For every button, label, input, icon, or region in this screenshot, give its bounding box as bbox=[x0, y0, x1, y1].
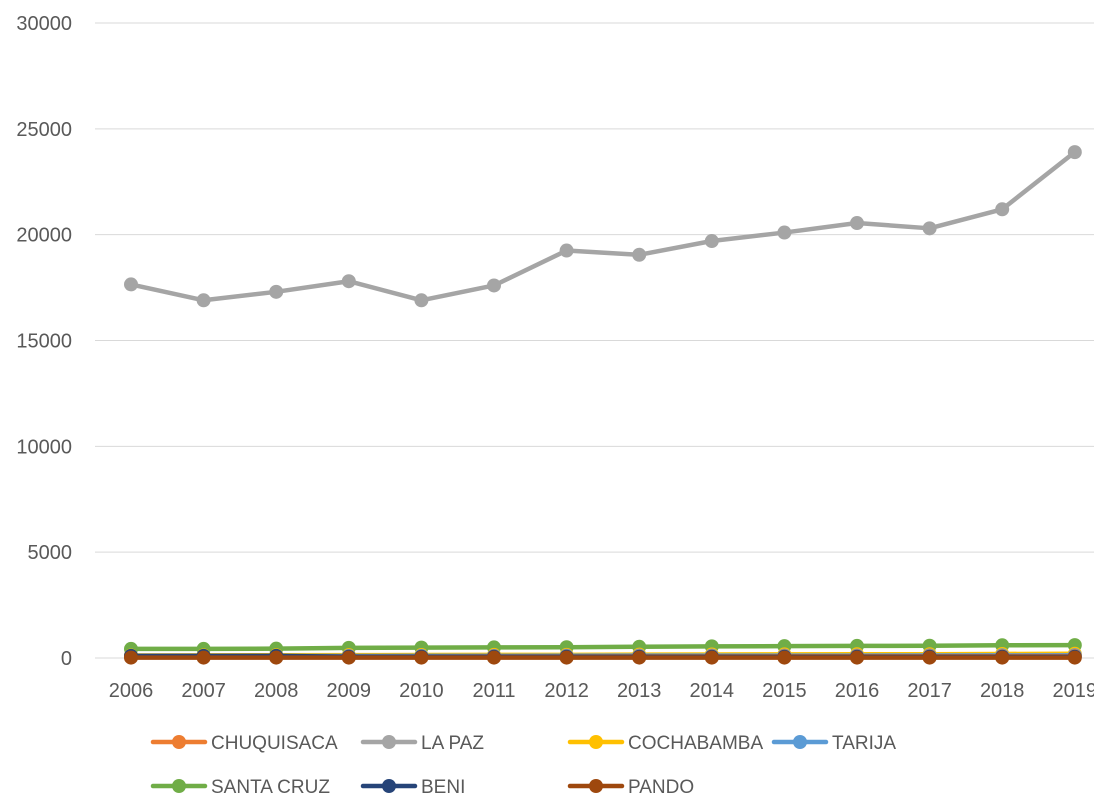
x-axis-tick-labels: 2006 2007 2008 2009 2010 2011 2012 2013 2014 2015… bbox=[109, 680, 1094, 702]
data-point bbox=[632, 650, 647, 665]
data-point bbox=[850, 216, 864, 231]
x-tick-label: 2009 bbox=[327, 680, 372, 702]
legend-marker-swatch bbox=[172, 779, 186, 793]
y-tick-label: 20000 bbox=[16, 225, 72, 247]
y-tick-label: 15000 bbox=[16, 331, 72, 353]
legend-item-chuquisaca: CHUQUISACA bbox=[150, 733, 338, 754]
data-point bbox=[487, 278, 501, 293]
data-point bbox=[269, 284, 284, 299]
legend-marker-swatch bbox=[589, 735, 603, 749]
y-tick-label: 0 bbox=[61, 648, 72, 670]
data-point bbox=[269, 650, 284, 665]
data-point bbox=[922, 221, 937, 236]
data-point bbox=[124, 277, 138, 292]
data-point bbox=[995, 650, 1010, 665]
series-pando bbox=[124, 650, 1082, 665]
series-la-paz bbox=[124, 145, 1082, 308]
x-tick-label: 2019 bbox=[1053, 680, 1094, 702]
legend: CHUQUISACA LA PAZ COCHABAMBA TARIJA SANTA CR… bbox=[150, 733, 896, 798]
x-tick-label: 2017 bbox=[907, 680, 952, 702]
data-point bbox=[922, 650, 937, 665]
data-point bbox=[341, 650, 356, 665]
x-tick-label: 2010 bbox=[399, 680, 444, 702]
legend-marker-swatch bbox=[382, 779, 396, 793]
legend-label: LA PAZ bbox=[421, 733, 484, 754]
legend-item-la-paz: LA PAZ bbox=[360, 733, 484, 754]
data-point bbox=[559, 650, 574, 665]
data-point bbox=[995, 202, 1010, 217]
data-point bbox=[414, 650, 429, 665]
data-point bbox=[559, 243, 574, 258]
x-tick-label: 2008 bbox=[254, 680, 299, 702]
legend-marker-swatch bbox=[382, 735, 396, 749]
legend-label: TARIJA bbox=[832, 733, 896, 754]
x-tick-label: 2015 bbox=[762, 680, 807, 702]
data-point bbox=[487, 650, 501, 665]
legend-label: COCHABAMBA bbox=[628, 733, 763, 754]
x-tick-label: 2011 bbox=[472, 680, 515, 702]
y-tick-label: 10000 bbox=[16, 436, 72, 458]
data-point bbox=[1067, 650, 1082, 665]
series-line bbox=[128, 642, 1078, 652]
data-point bbox=[341, 274, 356, 289]
data-point bbox=[414, 293, 429, 308]
x-tick-label: 2018 bbox=[980, 680, 1025, 702]
legend-label: PANDO bbox=[628, 777, 694, 798]
data-point bbox=[704, 650, 719, 665]
legend-marker-swatch bbox=[172, 735, 186, 749]
y-tick-label: 5000 bbox=[28, 542, 73, 564]
y-tick-label: 25000 bbox=[16, 119, 72, 141]
legend-marker-swatch bbox=[793, 735, 807, 749]
data-point bbox=[124, 650, 138, 665]
data-point bbox=[704, 234, 719, 249]
legend-label: BENI bbox=[421, 777, 465, 798]
x-tick-label: 2012 bbox=[544, 680, 589, 702]
data-point bbox=[196, 650, 211, 665]
data-point bbox=[850, 650, 864, 665]
data-point bbox=[196, 293, 211, 308]
x-tick-label: 2013 bbox=[617, 680, 662, 702]
legend-item-beni: BENI bbox=[360, 777, 465, 798]
x-tick-label: 2016 bbox=[835, 680, 880, 702]
series-lines bbox=[124, 145, 1082, 665]
data-point bbox=[1067, 145, 1082, 160]
legend-label: SANTA CRUZ bbox=[211, 777, 330, 798]
legend-item-pando: PANDO bbox=[567, 777, 694, 798]
y-tick-label: 30000 bbox=[16, 13, 72, 35]
data-point bbox=[777, 225, 792, 240]
legend-marker-swatch bbox=[589, 779, 603, 793]
x-tick-label: 2006 bbox=[109, 680, 154, 702]
legend-item-tarija: TARIJA bbox=[771, 733, 896, 754]
legend-label: CHUQUISACA bbox=[211, 733, 338, 754]
data-point bbox=[777, 650, 792, 665]
x-tick-label: 2007 bbox=[181, 680, 226, 702]
data-point bbox=[632, 247, 647, 262]
legend-item-cochabamba: COCHABAMBA bbox=[567, 733, 763, 754]
gridlines bbox=[95, 22, 1094, 659]
y-axis-tick-labels: 0 5000 10000 15000 20000 25000 30000 bbox=[16, 13, 72, 670]
legend-item-santa-cruz: SANTA CRUZ bbox=[150, 777, 330, 798]
x-tick-label: 2014 bbox=[690, 680, 735, 702]
series-line bbox=[128, 149, 1078, 303]
